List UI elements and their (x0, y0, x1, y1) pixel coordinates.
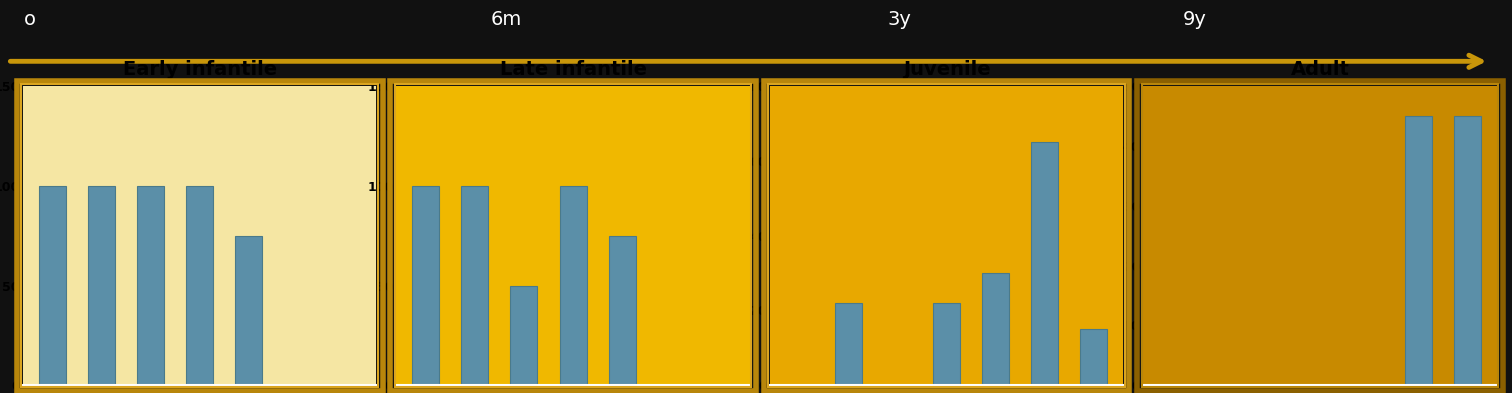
Text: 9y: 9y (1182, 10, 1207, 29)
Bar (933, 303, 960, 385)
Bar (186, 186, 213, 385)
Text: 3y: 3y (888, 10, 912, 29)
Bar (511, 286, 537, 385)
Bar (1081, 329, 1107, 385)
Bar (835, 303, 862, 385)
Text: 6m: 6m (491, 10, 522, 29)
Bar (236, 236, 262, 385)
Bar (138, 186, 163, 385)
Title: Late infantile: Late infantile (499, 61, 647, 79)
Bar (559, 186, 587, 385)
Bar (1455, 116, 1480, 385)
Bar (461, 186, 488, 385)
Title: Adult: Adult (1291, 61, 1349, 79)
Title: Juvenile: Juvenile (903, 61, 990, 79)
Bar (413, 186, 438, 385)
Bar (1031, 142, 1058, 385)
Title: Early infantile: Early infantile (122, 61, 277, 79)
Bar (88, 186, 115, 385)
Bar (39, 186, 65, 385)
Bar (983, 273, 1009, 385)
Text: o: o (24, 10, 36, 29)
Bar (609, 236, 635, 385)
Bar (1405, 116, 1432, 385)
